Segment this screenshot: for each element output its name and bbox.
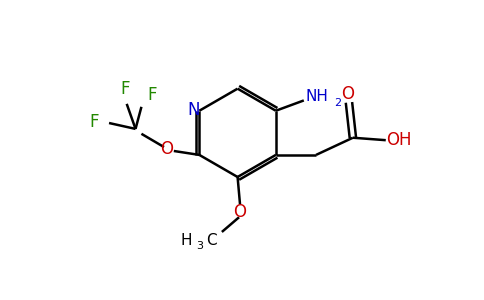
Text: F: F bbox=[120, 80, 130, 98]
Text: N: N bbox=[187, 101, 200, 119]
Text: F: F bbox=[90, 113, 99, 131]
Text: NH: NH bbox=[305, 88, 328, 104]
Text: O: O bbox=[234, 203, 246, 221]
Text: F: F bbox=[147, 86, 156, 104]
Text: C: C bbox=[206, 233, 217, 248]
Text: 3: 3 bbox=[197, 241, 203, 251]
Text: OH: OH bbox=[386, 131, 412, 149]
Text: O: O bbox=[342, 85, 354, 103]
Text: O: O bbox=[160, 140, 173, 158]
Text: H: H bbox=[181, 233, 192, 248]
Text: 2: 2 bbox=[334, 98, 342, 108]
